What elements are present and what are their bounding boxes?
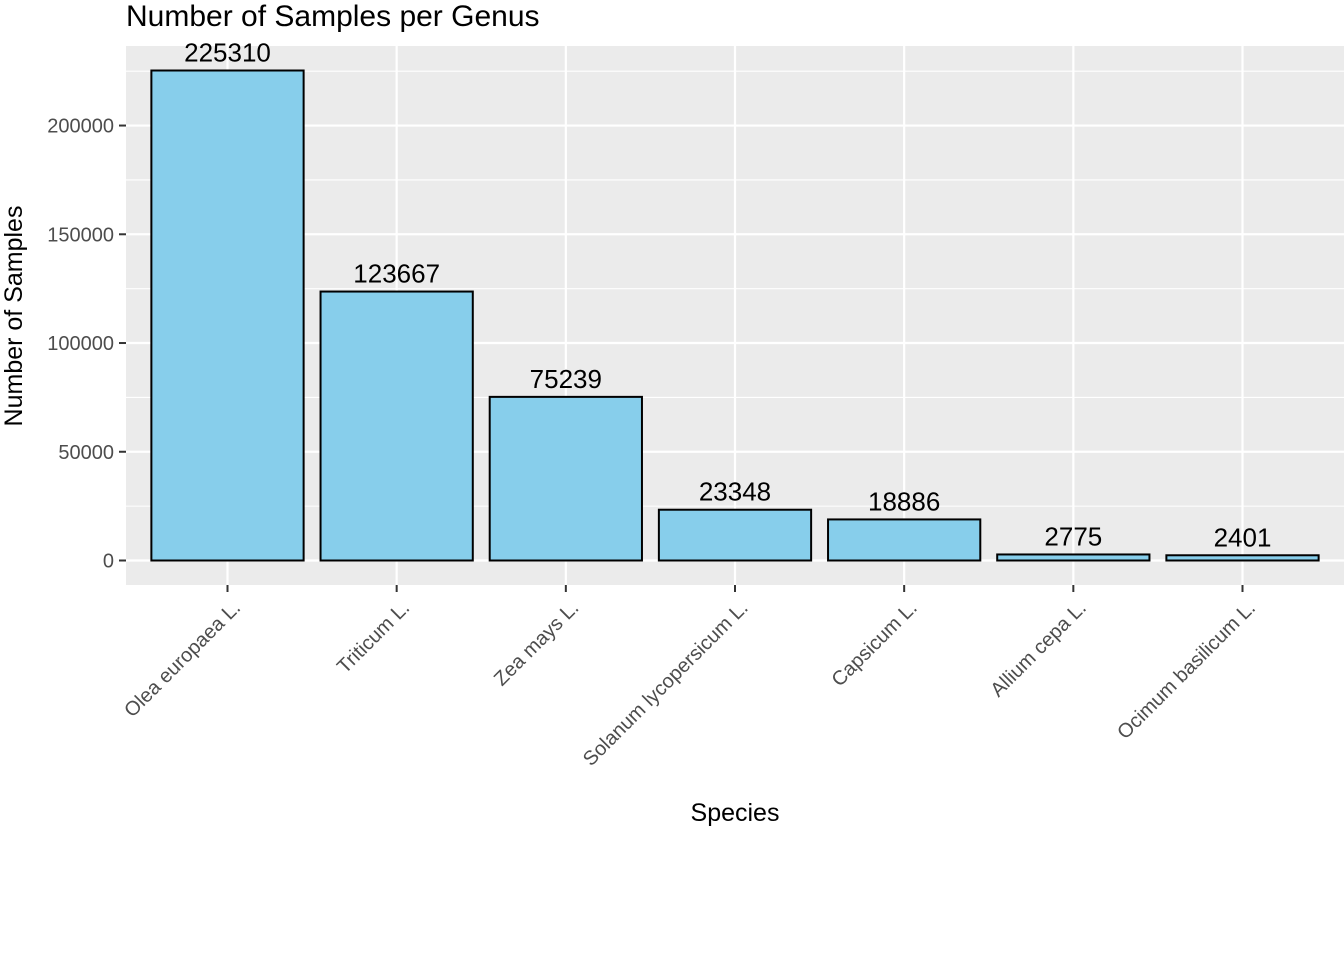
bar — [657, 508, 813, 562]
data-label: 75239 — [530, 364, 602, 394]
bar — [996, 553, 1151, 562]
x-tick-label: Zea mays L. — [490, 597, 583, 690]
y-tick-label: 100000 — [47, 333, 114, 355]
y-tick-label: 0 — [103, 550, 114, 572]
x-tick-label: Triticum L. — [333, 597, 414, 678]
data-label: 2401 — [1214, 522, 1272, 552]
bar — [150, 69, 305, 562]
bar — [319, 290, 474, 562]
bar — [488, 395, 643, 562]
x-tick-label: Solanum lycopersicum L. — [579, 597, 753, 771]
x-tick-label: Capsicum L. — [828, 597, 922, 691]
data-labels: 225310 123667 75239 23348 18886 2775 2401 — [184, 38, 1271, 553]
x-tick-label: Allium cepa L. — [986, 597, 1090, 701]
data-label: 2775 — [1044, 521, 1102, 551]
bar — [827, 518, 982, 562]
x-tick-label: Olea europaea L. — [120, 597, 245, 722]
y-axis: 0 50000 100000 150000 200000 — [47, 116, 126, 572]
y-axis-title: Number of Samples — [0, 206, 28, 427]
x-axis-title: Species — [691, 799, 780, 827]
y-tick-label: 200000 — [47, 116, 114, 138]
x-axis: Olea europaea L. Triticum L. Zea mays L.So… — [120, 585, 1260, 771]
bars — [150, 69, 1320, 562]
data-label: 225310 — [184, 38, 271, 68]
y-tick-label: 150000 — [47, 224, 114, 246]
chart-title: Number of Samples per Genus — [126, 0, 540, 33]
data-label: 123667 — [353, 259, 440, 289]
bar — [1165, 554, 1320, 562]
y-tick-label: 50000 — [58, 442, 114, 464]
data-label: 18886 — [868, 486, 940, 516]
data-label: 23348 — [699, 477, 771, 507]
x-tick-label: Ocimum basilicum L. — [1113, 597, 1260, 744]
